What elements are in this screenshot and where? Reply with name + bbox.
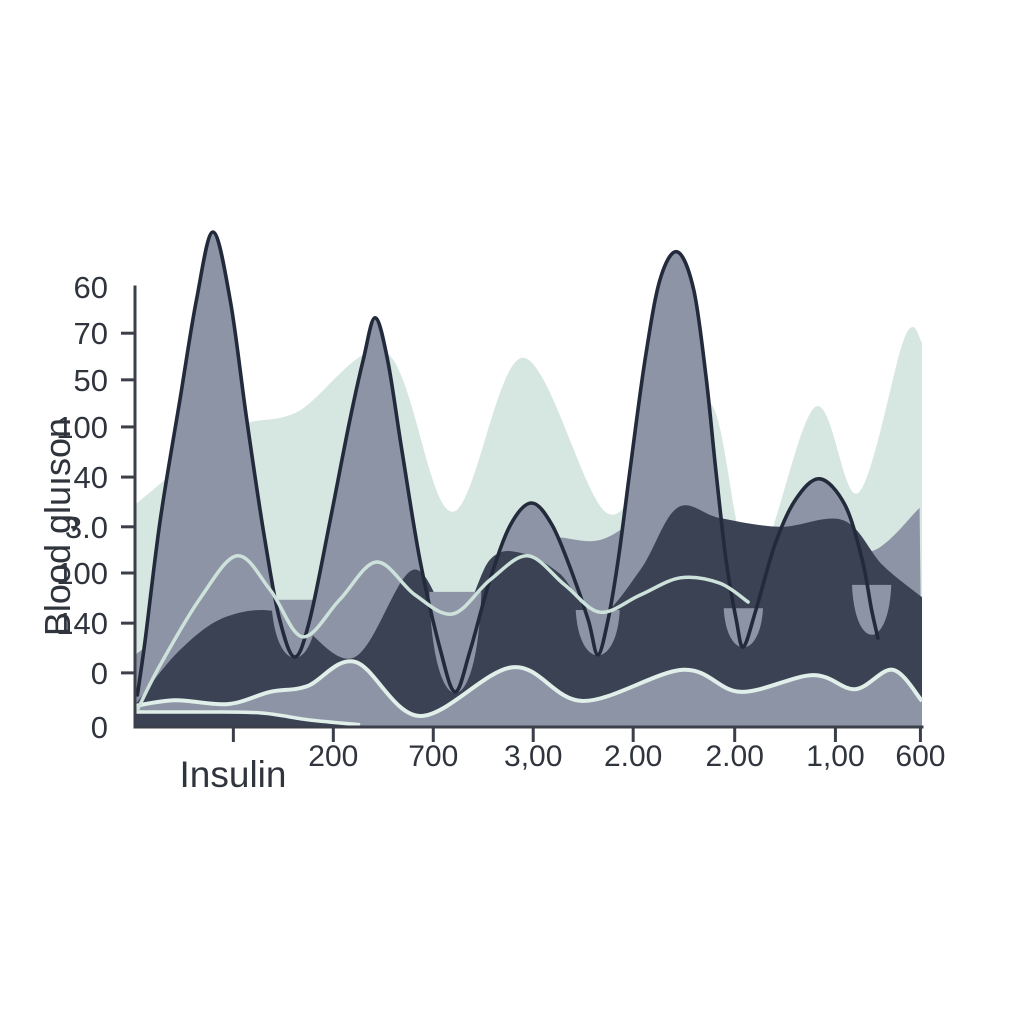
tick-label: 40 [74, 460, 108, 495]
tick-label: 100 [56, 556, 108, 591]
x-axis-ticks [231, 727, 922, 742]
tick-label: 60 [74, 270, 108, 305]
baseline-strip [135, 711, 361, 727]
outlined-peaks-stroke [135, 230, 880, 697]
tick-label: 200 [308, 740, 358, 773]
x-axis-tick-labels: 200 700 3,00 2.00 2.00 1,00 600 [308, 740, 945, 773]
mint-wave-line [135, 554, 750, 712]
y-axis-title: Blood gluıson [37, 418, 78, 636]
tick-label: 3,00 [504, 740, 562, 773]
tick-label: 140 [56, 606, 108, 641]
y-axis-ticks [121, 331, 135, 675]
tick-label: 600 [895, 740, 945, 773]
tick-label: 0 [91, 656, 108, 691]
x-axis-title: Insulin [180, 754, 287, 795]
valley-pocket [429, 591, 482, 694]
tick-label: 3.0 [65, 510, 108, 545]
tick-label: 100 [56, 410, 108, 445]
tick-label: 2.00 [604, 740, 662, 773]
tick-label: 50 [74, 363, 108, 398]
tick-label: 2.00 [705, 740, 763, 773]
dark-bottom-highlight [134, 659, 924, 719]
tick-label: 700 [408, 740, 458, 773]
tick-label: 70 [74, 316, 108, 351]
baseline-strip-highlight [134, 710, 361, 727]
tick-label: 1,00 [806, 740, 864, 773]
y-axis-tick-labels: 60 70 50 100 40 3.0 100 140 0 0 [56, 270, 108, 745]
tick-label: 0 [91, 710, 108, 745]
